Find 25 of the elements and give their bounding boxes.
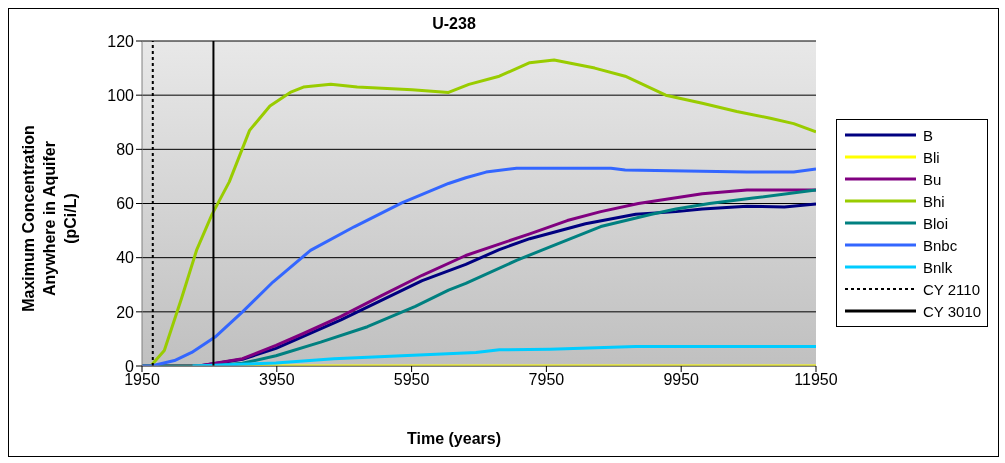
- line-series: [191, 345, 816, 366]
- y-tick-label: 20: [116, 303, 135, 321]
- legend-label: Bnbc: [923, 236, 958, 254]
- x-tick-label: 3950: [259, 371, 295, 389]
- legend-label: Bli: [923, 148, 940, 166]
- legend-label: CY 3010: [923, 302, 982, 320]
- x-tick-label: 1950: [124, 371, 160, 389]
- legend-label: B: [923, 126, 934, 144]
- x-tick-label: 5950: [393, 371, 430, 389]
- y-tick-label: 120: [107, 32, 135, 50]
- y-tick-label: 100: [107, 86, 135, 104]
- chart-title: U-238: [431, 15, 477, 33]
- x-tick-label: 11950: [794, 371, 838, 389]
- legend-label: Bloi: [923, 214, 949, 232]
- y-axis-title: Maximum Concentration Anywhere in Aquifer (pCi/L): [18, 125, 80, 312]
- y-tick-label: 40: [116, 249, 135, 267]
- y-tick-label: 60: [116, 195, 135, 213]
- y-tick-label: 80: [116, 141, 135, 159]
- legend-label: CY 2110: [923, 280, 980, 298]
- legend-label: Bhi: [923, 192, 945, 210]
- legend-label: Bnlk: [923, 258, 953, 276]
- x-axis-title: Time (years): [406, 430, 502, 448]
- x-tick-label: 9950: [663, 371, 700, 389]
- x-tick-label: 7950: [528, 371, 565, 389]
- legend-label: Bu: [923, 170, 942, 188]
